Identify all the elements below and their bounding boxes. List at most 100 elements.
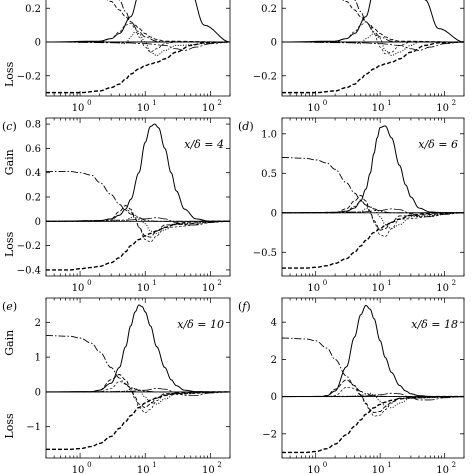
series-line-dashdot — [353, 0, 464, 43]
series-line-thin-dashed — [282, 200, 464, 237]
plot-frame — [45, 297, 231, 459]
annotation-label: x/δ = 10 — [177, 318, 224, 331]
y-tick-label: 1.0 — [261, 129, 277, 140]
plot-frame — [281, 117, 465, 277]
series-line-solid — [282, 0, 464, 43]
series-line-dashdot — [282, 157, 464, 214]
x-tick-label: 10 — [202, 283, 215, 294]
series-line-dashdot — [46, 171, 230, 222]
y-tick-label: 0 — [271, 208, 277, 219]
x-tick-label: 10 — [372, 283, 385, 294]
series-line-dotted — [282, 33, 464, 57]
x-tick-exponent: 1 — [387, 279, 391, 287]
ylabel-loss: Loss — [3, 231, 16, 257]
series-line-dashed-bold — [46, 41, 230, 94]
x-tick-label: 10 — [72, 283, 85, 294]
series-line-dotted — [282, 392, 464, 409]
series-line-thin-dashed — [46, 23, 230, 53]
panel-label: (e) — [2, 300, 17, 313]
series-line-solid — [282, 125, 464, 214]
y-tick-label: −0.2 — [253, 71, 277, 82]
series-line-dotted — [282, 205, 464, 230]
x-tick-exponent: 1 — [152, 99, 156, 107]
x-tick-exponent: 1 — [152, 279, 156, 287]
y-tick-label: 0.5 — [261, 169, 277, 180]
x-tick-exponent: 0 — [323, 279, 327, 287]
x-tick-label: 10 — [307, 465, 320, 474]
curves — [46, 304, 230, 450]
x-tick-label: 10 — [436, 283, 449, 294]
x-tick-label: 10 — [137, 103, 150, 114]
y-tick-label: −0.2 — [17, 71, 41, 82]
series-line-dashdot-long — [46, 388, 230, 396]
panel-label: (c) — [2, 120, 17, 133]
y-tick-label: 0.2 — [25, 193, 41, 204]
y-tick-label: 1 — [35, 353, 41, 364]
series-line-dashdot-long — [46, 41, 230, 51]
series-line-dashed-bold — [46, 391, 230, 450]
series-line-dashed-bold — [282, 395, 464, 454]
plot-frame — [281, 297, 465, 459]
y-tick-label: −0.5 — [253, 248, 277, 259]
x-tick-exponent: 1 — [387, 461, 391, 469]
x-tick-label: 10 — [436, 103, 449, 114]
x-tick-label: 10 — [372, 465, 385, 474]
y-tick-label: 0.8 — [25, 120, 41, 131]
series-line-dashed — [46, 374, 230, 409]
panel-2: −0.200.210 0 10 1 10 2 — [253, 0, 465, 114]
series-line-solid — [46, 0, 230, 43]
x-tick-exponent: 0 — [87, 461, 91, 469]
x-tick-label: 10 — [202, 465, 215, 474]
x-tick-label: 10 — [307, 283, 320, 294]
y-tick-label: −1 — [26, 422, 41, 433]
curves — [46, 0, 230, 94]
series-line-solid — [46, 304, 230, 393]
y-tick-label: 0 — [35, 387, 41, 398]
ylabel-loss: Loss — [3, 61, 16, 87]
x-tick-exponent: 0 — [323, 461, 327, 469]
ylabel-gain: Gain — [3, 330, 16, 356]
y-tick-label: 0 — [35, 38, 41, 49]
y-tick-label: 2 — [271, 355, 277, 366]
curves — [282, 304, 464, 454]
y-tick-label: 0.6 — [25, 144, 41, 155]
series-line-thin-dashed — [282, 386, 464, 417]
series-line-dotted — [46, 31, 230, 57]
series-line-dashed-bold — [282, 41, 464, 94]
series-line-dashed — [282, 379, 464, 413]
y-tick-label: 2 — [35, 318, 41, 329]
y-tick-label: −2 — [262, 429, 277, 440]
x-tick-exponent: 2 — [217, 461, 221, 469]
series-line-thin-dashed — [282, 21, 464, 55]
y-tick-label: 0.2 — [25, 4, 41, 15]
annotation-label: x/δ = 18 — [411, 318, 458, 331]
y-tick-label: 4 — [271, 318, 277, 329]
y-tick-label: 0 — [271, 392, 277, 403]
panel-4: −0.500.51.010 0 10 1 10 2(d)x/δ = 6 — [238, 117, 465, 294]
panel-3: −0.4−0.200.20.40.60.810 0 10 1 10 2GainLoss(c… — [2, 117, 231, 294]
curves — [282, 125, 464, 269]
x-tick-label: 10 — [72, 103, 85, 114]
annotation-label: x/δ = 6 — [418, 138, 458, 151]
y-tick-label: 0.4 — [25, 168, 41, 179]
series-line-dashed-bold — [282, 212, 464, 269]
x-tick-label: 10 — [307, 103, 320, 114]
x-tick-exponent: 2 — [217, 99, 221, 107]
series-line-dashed-bold — [46, 220, 230, 271]
series-line-solid — [282, 304, 464, 398]
x-tick-exponent: 2 — [452, 279, 456, 287]
series-line-dashdot — [46, 335, 230, 393]
series-line-dashed — [106, 0, 230, 43]
y-tick-label: −0.2 — [17, 241, 41, 252]
series-line-dashdot-long — [46, 217, 230, 226]
x-tick-label: 10 — [137, 465, 150, 474]
curves — [282, 0, 464, 94]
series-line-dashdot — [282, 337, 464, 398]
series-line-dashdot-long — [282, 41, 464, 51]
series-line-dashdot-long — [282, 208, 464, 218]
y-tick-label: 0 — [271, 38, 277, 49]
